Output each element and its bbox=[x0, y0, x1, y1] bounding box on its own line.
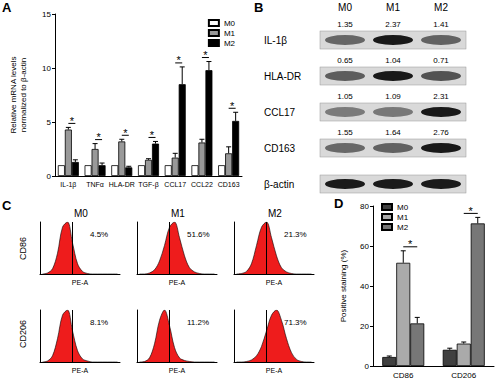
svg-text:*: * bbox=[96, 131, 101, 143]
svg-text:CCL22: CCL22 bbox=[191, 181, 213, 188]
svg-text:β-actin: β-actin bbox=[264, 179, 294, 190]
svg-text:CCL17: CCL17 bbox=[164, 181, 186, 188]
html-text:C: C bbox=[2, 198, 12, 213]
svg-text:0.65: 0.65 bbox=[337, 56, 353, 65]
svg-text:HLA-DR: HLA-DR bbox=[264, 71, 301, 82]
svg-text:40: 40 bbox=[360, 282, 369, 291]
svg-text:15: 15 bbox=[42, 10, 51, 19]
svg-text:1.05: 1.05 bbox=[337, 92, 353, 101]
svg-text:0.71: 0.71 bbox=[433, 56, 449, 65]
svg-text:M2: M2 bbox=[434, 2, 448, 13]
svg-text:2.31: 2.31 bbox=[433, 92, 449, 101]
svg-text:*: * bbox=[70, 115, 75, 127]
svg-text:*: * bbox=[123, 127, 128, 139]
svg-text:M2: M2 bbox=[397, 223, 409, 232]
svg-text:*: * bbox=[469, 205, 474, 217]
svg-text:20: 20 bbox=[360, 322, 369, 331]
svg-text:M2: M2 bbox=[224, 39, 236, 48]
svg-text:TNFα: TNFα bbox=[86, 181, 104, 188]
svg-text:51.6%: 51.6% bbox=[187, 230, 210, 239]
svg-text:CD86: CD86 bbox=[18, 237, 28, 260]
svg-text:1.64: 1.64 bbox=[385, 128, 401, 137]
svg-text:normalized to β-actin: normalized to β-actin bbox=[19, 58, 28, 132]
svg-text:HLA-DR: HLA-DR bbox=[109, 181, 135, 188]
svg-text:2.76: 2.76 bbox=[433, 128, 449, 137]
svg-text:CD163: CD163 bbox=[218, 181, 240, 188]
html-text:D: D bbox=[334, 196, 344, 211]
svg-text:5: 5 bbox=[47, 118, 52, 127]
svg-text:M1: M1 bbox=[397, 213, 409, 222]
svg-text:PE-A: PE-A bbox=[72, 279, 89, 286]
svg-text:PE-A: PE-A bbox=[169, 279, 186, 286]
svg-text:CD206: CD206 bbox=[451, 371, 476, 380]
svg-text:IL-1β: IL-1β bbox=[264, 35, 287, 46]
svg-text:CD163: CD163 bbox=[264, 143, 296, 154]
svg-text:1.35: 1.35 bbox=[337, 20, 353, 29]
svg-text:10: 10 bbox=[42, 64, 51, 73]
svg-text:CD206: CD206 bbox=[18, 320, 28, 348]
svg-text:*: * bbox=[230, 100, 235, 112]
svg-text:Relative mRNA levels: Relative mRNA levels bbox=[9, 57, 18, 134]
svg-text:0: 0 bbox=[365, 362, 370, 371]
svg-text:PE-A: PE-A bbox=[72, 367, 89, 374]
svg-text:*: * bbox=[150, 129, 155, 141]
svg-text:21.3%: 21.3% bbox=[284, 230, 307, 239]
svg-text:4.5%: 4.5% bbox=[90, 230, 108, 239]
svg-text:TGF-β: TGF-β bbox=[138, 181, 158, 189]
svg-text:IL-1β: IL-1β bbox=[60, 181, 76, 189]
svg-text:*: * bbox=[203, 49, 208, 61]
svg-text:80: 80 bbox=[360, 202, 369, 211]
svg-text:*: * bbox=[177, 54, 182, 66]
svg-text:PE-A: PE-A bbox=[266, 367, 283, 374]
svg-text:CCL17: CCL17 bbox=[264, 107, 296, 118]
svg-text:11.2%: 11.2% bbox=[187, 318, 209, 327]
svg-text:M0: M0 bbox=[74, 208, 88, 219]
svg-text:*: * bbox=[408, 238, 413, 250]
svg-text:2.37: 2.37 bbox=[385, 20, 401, 29]
svg-text:M0: M0 bbox=[224, 19, 236, 28]
svg-text:1.41: 1.41 bbox=[433, 20, 449, 29]
svg-text:PE-A: PE-A bbox=[266, 279, 283, 286]
svg-text:M1: M1 bbox=[171, 208, 185, 219]
svg-text:M1: M1 bbox=[386, 2, 400, 13]
svg-text:M2: M2 bbox=[268, 208, 282, 219]
svg-text:PE-A: PE-A bbox=[169, 367, 186, 374]
svg-text:M0: M0 bbox=[338, 2, 352, 13]
svg-text:1.09: 1.09 bbox=[385, 92, 401, 101]
svg-text:M1: M1 bbox=[224, 29, 236, 38]
html-text:B: B bbox=[254, 0, 264, 15]
svg-text:Positive staining (%): Positive staining (%) bbox=[339, 249, 348, 322]
svg-text:8.1%: 8.1% bbox=[90, 318, 108, 327]
svg-text:1.55: 1.55 bbox=[337, 128, 353, 137]
html-text:A: A bbox=[2, 0, 12, 15]
svg-text:M0: M0 bbox=[397, 203, 409, 212]
svg-text:CD86: CD86 bbox=[393, 371, 414, 380]
svg-text:0: 0 bbox=[47, 172, 52, 181]
svg-text:1.04: 1.04 bbox=[385, 56, 401, 65]
svg-text:71.3%: 71.3% bbox=[284, 318, 307, 327]
svg-text:60: 60 bbox=[360, 242, 369, 251]
